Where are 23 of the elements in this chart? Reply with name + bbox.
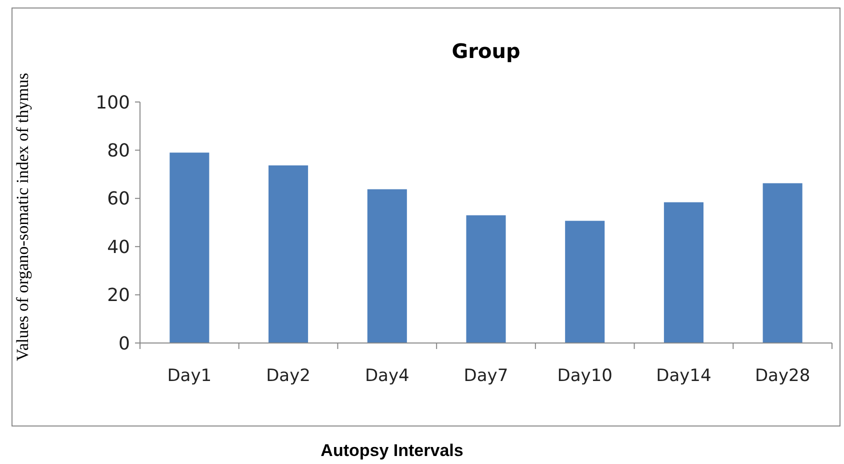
- x-tick-label: Day14: [656, 366, 712, 386]
- bar: [762, 183, 802, 343]
- y-tick-label: 60: [107, 188, 130, 210]
- bar: [268, 165, 308, 343]
- x-tick-label: Day2: [266, 366, 310, 386]
- y-tick-label: 80: [107, 140, 130, 162]
- x-tick-label: Day28: [754, 366, 810, 386]
- y-tick-label: 0: [118, 333, 130, 354]
- x-tick-label: Day10: [557, 366, 612, 386]
- x-tick-label: Day1: [167, 366, 212, 386]
- y-axis-title: Values of organo-somatic index of thymus: [13, 72, 32, 362]
- bar: [565, 220, 605, 343]
- x-tick-label: Day4: [364, 366, 410, 386]
- bar: [170, 152, 210, 343]
- bar: [466, 215, 506, 343]
- chart-title: Group: [452, 39, 520, 63]
- y-tick-label: 20: [107, 285, 130, 306]
- bar: [664, 202, 704, 343]
- bar: [367, 189, 407, 343]
- x-axis-title: Autopsy Intervals: [320, 441, 464, 460]
- y-tick-label: 100: [96, 92, 130, 114]
- x-tick-label: Day7: [464, 366, 508, 386]
- y-tick-label: 40: [107, 236, 130, 258]
